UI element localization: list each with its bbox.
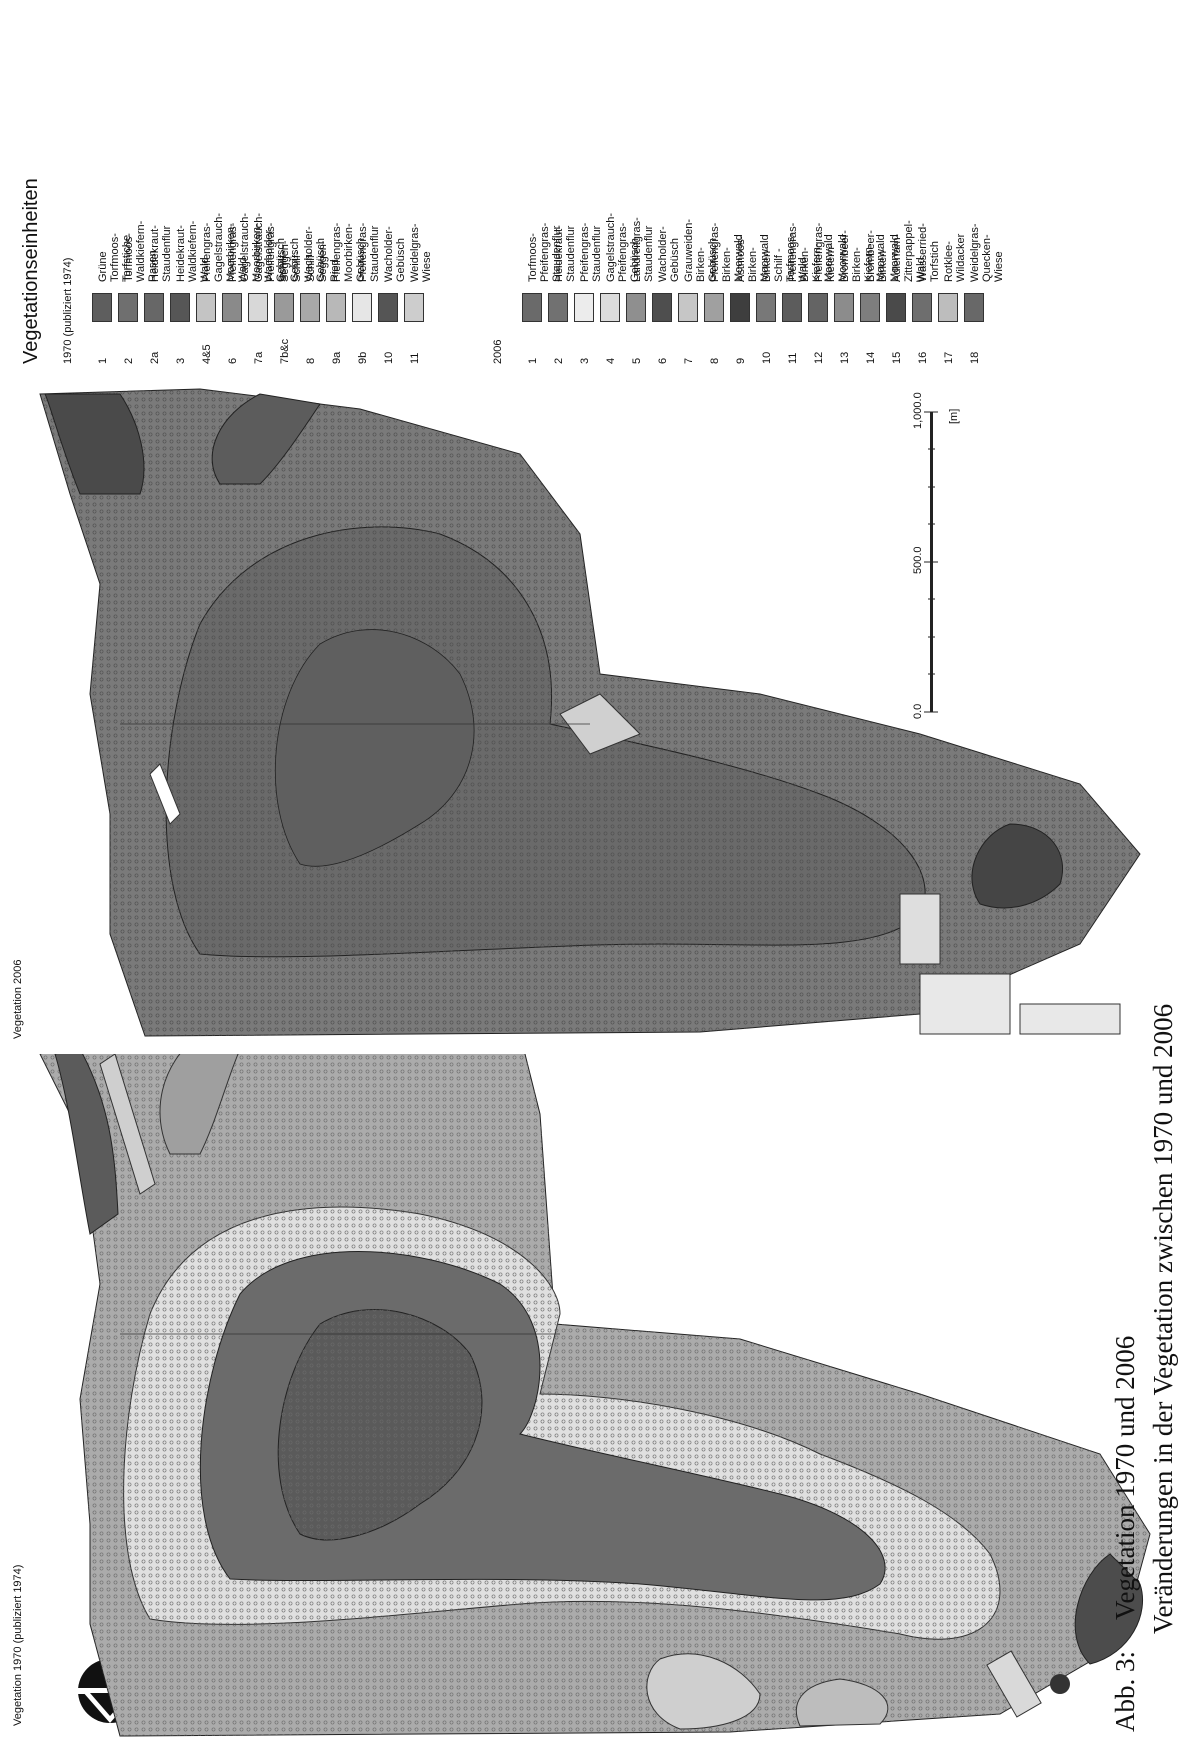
legend-number: 8 bbox=[709, 357, 721, 364]
legend-swatch bbox=[704, 293, 724, 322]
caption-line1: Abb. 3: Vegetation 1970 und 2006 bbox=[1110, 1336, 1141, 1732]
caption-label: Abb. 3: bbox=[1110, 1651, 1140, 1732]
legend-swatch bbox=[300, 293, 320, 322]
legend-swatch bbox=[118, 293, 138, 322]
legend-1970-heading: 1970 (publiziert 1974) bbox=[62, 257, 74, 364]
legend-number: 9 bbox=[735, 357, 747, 364]
legend-swatch bbox=[404, 293, 424, 322]
legend-number: 6 bbox=[227, 357, 239, 364]
legend-swatch bbox=[912, 293, 932, 322]
legend-swatch bbox=[652, 293, 672, 322]
legend-number: 2a bbox=[149, 351, 161, 364]
legend-number: 11 bbox=[787, 352, 799, 364]
legend-number: 5 bbox=[631, 357, 643, 364]
legend-swatch bbox=[170, 293, 190, 322]
legend-number: 7b&c bbox=[279, 338, 291, 364]
legend-number: 9b bbox=[357, 351, 369, 364]
legend-swatch bbox=[574, 293, 594, 322]
caption-title: Vegetation 1970 und 2006 bbox=[1110, 1335, 1140, 1620]
legend-swatch bbox=[860, 293, 880, 322]
legend-swatch bbox=[144, 293, 164, 322]
legend-number: 2 bbox=[553, 357, 565, 364]
legend-swatch bbox=[730, 293, 750, 322]
legend-number: 14 bbox=[865, 351, 877, 364]
legend-label: Landreitgras-Staudenflur bbox=[631, 217, 655, 282]
legend-swatch bbox=[678, 293, 698, 322]
scale-label-0: 0.0 bbox=[912, 703, 924, 719]
legend-swatch bbox=[196, 293, 216, 322]
legend-number: 12 bbox=[813, 351, 825, 364]
scale-label-500: 500.0 bbox=[912, 546, 924, 574]
scale-bar bbox=[924, 411, 938, 713]
legend-swatch bbox=[522, 293, 542, 322]
legend-swatch bbox=[352, 293, 372, 322]
legend-swatch bbox=[92, 293, 112, 322]
legend-label: Wacholder-Gebüsch bbox=[383, 226, 407, 282]
scale-unit: [m] bbox=[948, 408, 960, 424]
vegetation-map-2006 bbox=[39, 388, 1141, 1037]
legend-swatch bbox=[600, 293, 620, 322]
legend-swatch bbox=[938, 293, 958, 322]
legend-label: Rotklee-Wildacker bbox=[943, 233, 967, 282]
legend-swatch bbox=[548, 293, 568, 322]
legend-number: 2 bbox=[123, 357, 135, 364]
legend-number: 13 bbox=[839, 351, 851, 364]
legend-swatch bbox=[808, 293, 828, 322]
caption-line2: Veränderungen in der Vegetation zwischen… bbox=[1148, 1003, 1178, 1634]
legend-swatch bbox=[326, 293, 346, 322]
legend-number: 7 bbox=[683, 357, 695, 364]
legend-number: 1 bbox=[97, 357, 109, 364]
legend-swatch bbox=[222, 293, 242, 322]
legend-swatch bbox=[626, 293, 646, 322]
legend-swatch bbox=[378, 293, 398, 322]
legend-number: 4 bbox=[605, 357, 617, 364]
legend-label: Weidelgras-Quecken-Wiese bbox=[969, 223, 1005, 283]
legend-number: 7a bbox=[253, 351, 265, 364]
legend-swatch bbox=[274, 293, 294, 322]
legend-label: Pfeifengras-Staudenflur bbox=[357, 222, 381, 282]
legend-number: 15 bbox=[891, 351, 903, 364]
legend-number: 10 bbox=[761, 351, 773, 364]
legend-swatch bbox=[248, 293, 268, 322]
legend-swatch bbox=[886, 293, 906, 322]
legend-swatch bbox=[782, 293, 802, 322]
vegetation-map-1970 bbox=[39, 1054, 1151, 1737]
legend-label: Wacholder-Gebüsch bbox=[657, 226, 681, 282]
legend-number: 11 bbox=[409, 352, 421, 364]
scale-label-1000: 1,000.0 bbox=[912, 392, 924, 429]
legend-number: 1 bbox=[527, 357, 539, 364]
legend-number: 18 bbox=[969, 351, 981, 364]
legend-number: 10 bbox=[383, 351, 395, 364]
legend-swatch bbox=[964, 293, 984, 322]
legend-label: Heidekraut-Staudenflur bbox=[553, 225, 577, 282]
legend-number: 17 bbox=[943, 351, 955, 364]
legend-label: Weidelgras-Wiese bbox=[409, 223, 433, 283]
legend-number: 9a bbox=[331, 351, 343, 364]
legend-title: Vegetationseinheiten bbox=[20, 178, 42, 364]
legend-number: 8 bbox=[305, 357, 317, 364]
legend-number: 3 bbox=[579, 357, 591, 364]
legend-number: 6 bbox=[657, 357, 669, 364]
legend-number: 4&5 bbox=[201, 344, 213, 364]
legend-2006-heading: 2006 bbox=[492, 339, 504, 364]
legend-swatch bbox=[756, 293, 776, 322]
legend-label: Heidekraut-Staudenflur bbox=[149, 225, 173, 282]
legend-label: Wasserried-Torfstich bbox=[917, 223, 941, 282]
legend-number: 3 bbox=[175, 357, 187, 364]
legend-number: 16 bbox=[917, 351, 929, 364]
legend-label: Pfeifengras-Staudenflur bbox=[579, 222, 603, 282]
legend-swatch bbox=[834, 293, 854, 322]
